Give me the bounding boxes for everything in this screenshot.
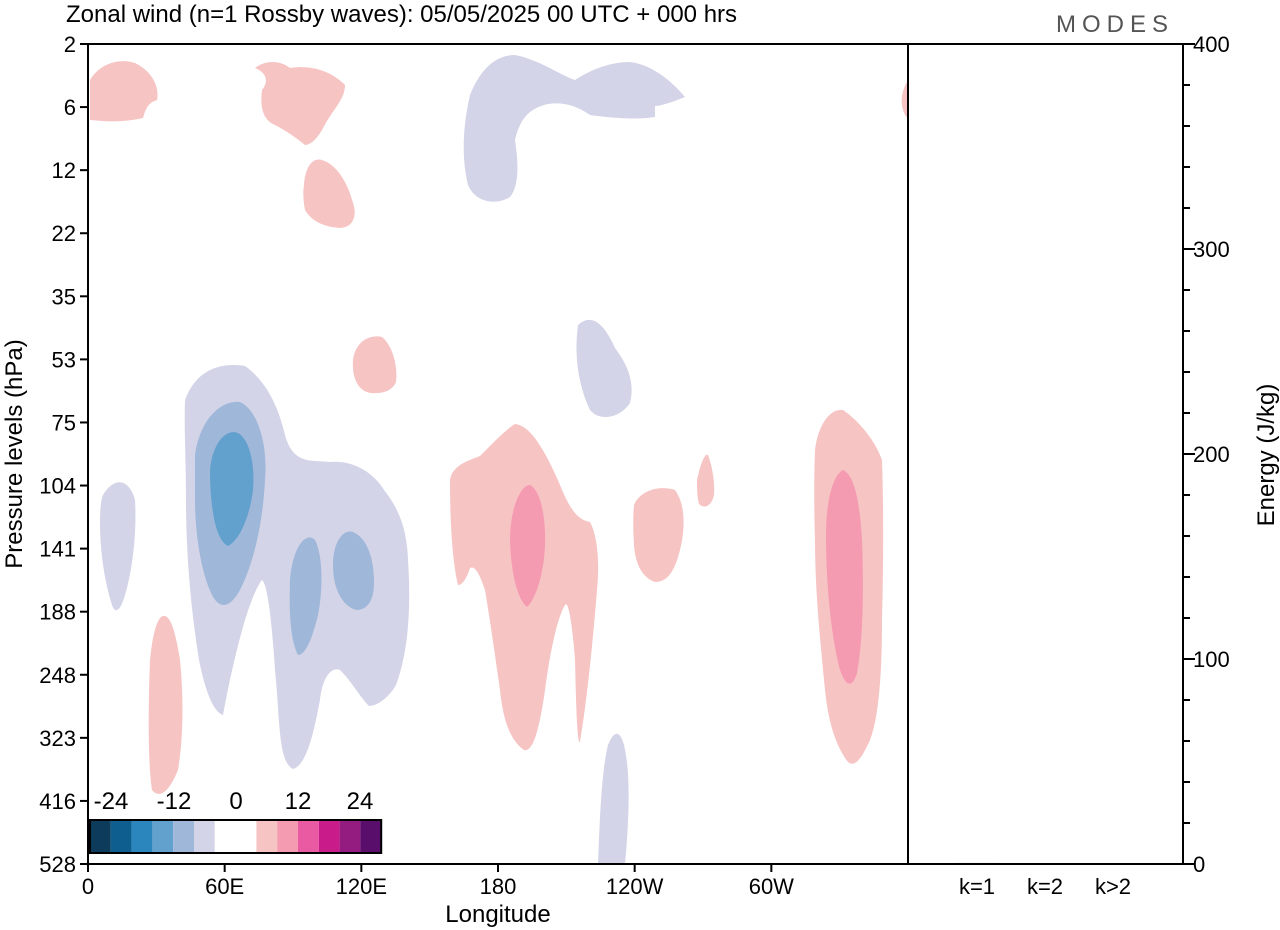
chart-title: Zonal wind (n=1 Rossby waves): 05/05/202… xyxy=(66,1,737,28)
contour-pos6-east xyxy=(826,470,863,684)
contour-neg9-core xyxy=(210,432,254,546)
y-tick-label: 2 xyxy=(64,32,76,57)
energy-bar xyxy=(1023,863,1067,864)
energy-tick-label: 400 xyxy=(1193,32,1230,57)
colorbar-swatch xyxy=(90,820,111,853)
y-tick-label: 53 xyxy=(52,347,76,372)
colorbar-swatch xyxy=(131,820,153,853)
y-axis-label: Pressure levels (hPa) xyxy=(1,339,28,568)
colorbar: -24 -12 0 12 24 xyxy=(89,788,383,854)
colorbar-tick-label: 24 xyxy=(347,788,374,815)
contour-neg3-lower-strip xyxy=(598,733,629,864)
colorbar-tick-label: -24 xyxy=(94,788,129,815)
x-tick-label: 0 xyxy=(82,874,94,899)
energy-tick-label: 200 xyxy=(1193,442,1230,467)
energy-frame xyxy=(907,43,1184,865)
y-tick-label: 248 xyxy=(39,663,76,688)
colorbar-swatch xyxy=(298,820,319,853)
energy-category-label: k=2 xyxy=(1027,874,1063,899)
energy-category-label: k=1 xyxy=(959,874,995,899)
y-tick-label: 35 xyxy=(52,284,76,309)
y-tick-label: 12 xyxy=(52,158,76,183)
energy-bar xyxy=(955,862,999,864)
x-axis-label: Longitude xyxy=(445,901,550,928)
y-tick-label: 141 xyxy=(39,537,76,562)
colorbar-swatch xyxy=(152,820,174,853)
y-tick-label: 188 xyxy=(39,600,76,625)
colorbar-swatch xyxy=(214,820,236,853)
colorbar-swatch xyxy=(235,820,257,853)
contour-pos3-blob-right xyxy=(633,488,684,582)
colorbar-swatch xyxy=(277,820,298,853)
y-tick-label: 6 xyxy=(64,95,76,120)
contour-neg3-upper-arc xyxy=(463,55,685,202)
colorbar-swatch xyxy=(318,820,340,853)
colorbar-frame xyxy=(89,819,383,854)
contour-neg3-mid-blob xyxy=(576,319,632,418)
colorbar-swatch xyxy=(110,820,132,853)
contour-pos6-central xyxy=(510,485,546,607)
y-tick-label: 528 xyxy=(39,852,76,877)
colorbar-tick-label: -12 xyxy=(157,788,192,815)
x-tick-label: 120E xyxy=(336,874,387,899)
energy-tick-label: 100 xyxy=(1193,647,1230,672)
contour-neg6-stick xyxy=(289,537,322,655)
contour-pos3-top-center-a xyxy=(255,62,345,145)
energy-tick-label: 0 xyxy=(1193,852,1205,877)
y-tick-label: 104 xyxy=(39,474,76,499)
contour-pos3-top-right-edge xyxy=(901,80,908,118)
contour-layers xyxy=(90,55,908,864)
y-tick-label: 323 xyxy=(39,726,76,751)
colorbar-tick-label: 12 xyxy=(285,788,312,815)
contour-pos3-small-drop xyxy=(697,454,715,507)
modes-logo: MODES xyxy=(1056,11,1174,38)
colorbar-swatch xyxy=(360,820,382,853)
colorbar-swatch xyxy=(173,820,194,853)
y-tick-label: 416 xyxy=(39,789,76,814)
energy-tick-label: 300 xyxy=(1193,237,1230,262)
x-tick-label: 120W xyxy=(606,874,664,899)
colorbar-swatch xyxy=(194,820,215,853)
x-tick-label: 60W xyxy=(749,874,794,899)
colorbar-swatch xyxy=(256,820,278,853)
x-tick-label: 180 xyxy=(480,874,517,899)
y-tick-label: 22 xyxy=(52,221,76,246)
colorbar-swatch xyxy=(339,820,361,853)
contour-pos3-topleft xyxy=(90,61,158,122)
contour-pos3-53hpa-blob xyxy=(352,336,397,394)
contour-pos3-lower-strip xyxy=(148,615,183,794)
energy-category-label: k>2 xyxy=(1095,874,1131,899)
contour-neg3-left-strip xyxy=(100,482,136,611)
contour-pos3-top-center-b xyxy=(303,159,355,228)
y-tick-label: 75 xyxy=(52,410,76,435)
x-tick-label: 60E xyxy=(205,874,244,899)
energy-axis-label: Energy (J/kg) xyxy=(1253,384,1280,527)
energy-bar xyxy=(1091,863,1135,864)
colorbar-tick-label: 0 xyxy=(229,788,242,815)
contour-neg6-oval xyxy=(333,531,374,610)
